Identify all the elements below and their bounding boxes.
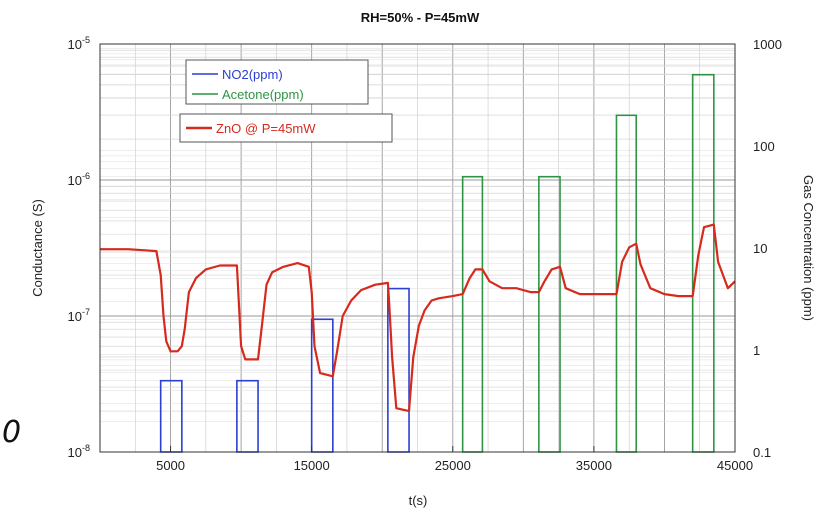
x-axis-label: t(s): [409, 493, 428, 508]
x-tick-label: 25000: [435, 458, 471, 473]
x-tick-label: 35000: [576, 458, 612, 473]
y-left-tick-label: 10-7: [68, 307, 90, 324]
y-right-tick-label: 1000: [753, 37, 782, 52]
conductance-series: [100, 223, 736, 413]
y-right-tick-label: 0.1: [753, 445, 771, 460]
y-left-axis-ticks: 10-8 10-7 10-6 10-5: [68, 35, 90, 460]
legend-label: NO2(ppm): [222, 67, 283, 82]
y-left-tick-label: 10-5: [68, 35, 90, 52]
legend-box: [185, 59, 369, 105]
grid: [100, 44, 735, 452]
x-tick-label: 45000: [717, 458, 753, 473]
legend-label: ZnO @ P=45mW: [216, 121, 316, 136]
y-left-axis-label: Conductance (S): [30, 199, 45, 297]
y-left-tick-label: 10-8: [68, 443, 90, 460]
y-left-tick-label: 10-6: [68, 171, 90, 188]
y-right-axis-label: Gas Concentration (ppm): [801, 175, 816, 321]
chart-title: RH=50% - P=45mW: [361, 10, 480, 25]
conductance-line: [100, 223, 736, 413]
plot-frame: [99, 43, 736, 453]
x-axis-ticks: 5000 15000 25000 35000 45000: [156, 446, 753, 473]
y-right-tick-label: 10: [753, 241, 767, 256]
y-right-tick-label: 100: [753, 139, 775, 154]
y-right-axis-ticks: 0.1 1 10 100 1000: [753, 37, 782, 460]
legend: NO2(ppm) Acetone(ppm) ZnO @ P=45mW: [179, 59, 393, 143]
legend-label: Acetone(ppm): [222, 87, 304, 102]
stray-character: 0: [2, 415, 21, 450]
legend-box-line: [179, 113, 393, 143]
x-tick-label: 5000: [156, 458, 185, 473]
x-tick-label: 15000: [294, 458, 330, 473]
y-right-tick-label: 1: [753, 343, 760, 358]
